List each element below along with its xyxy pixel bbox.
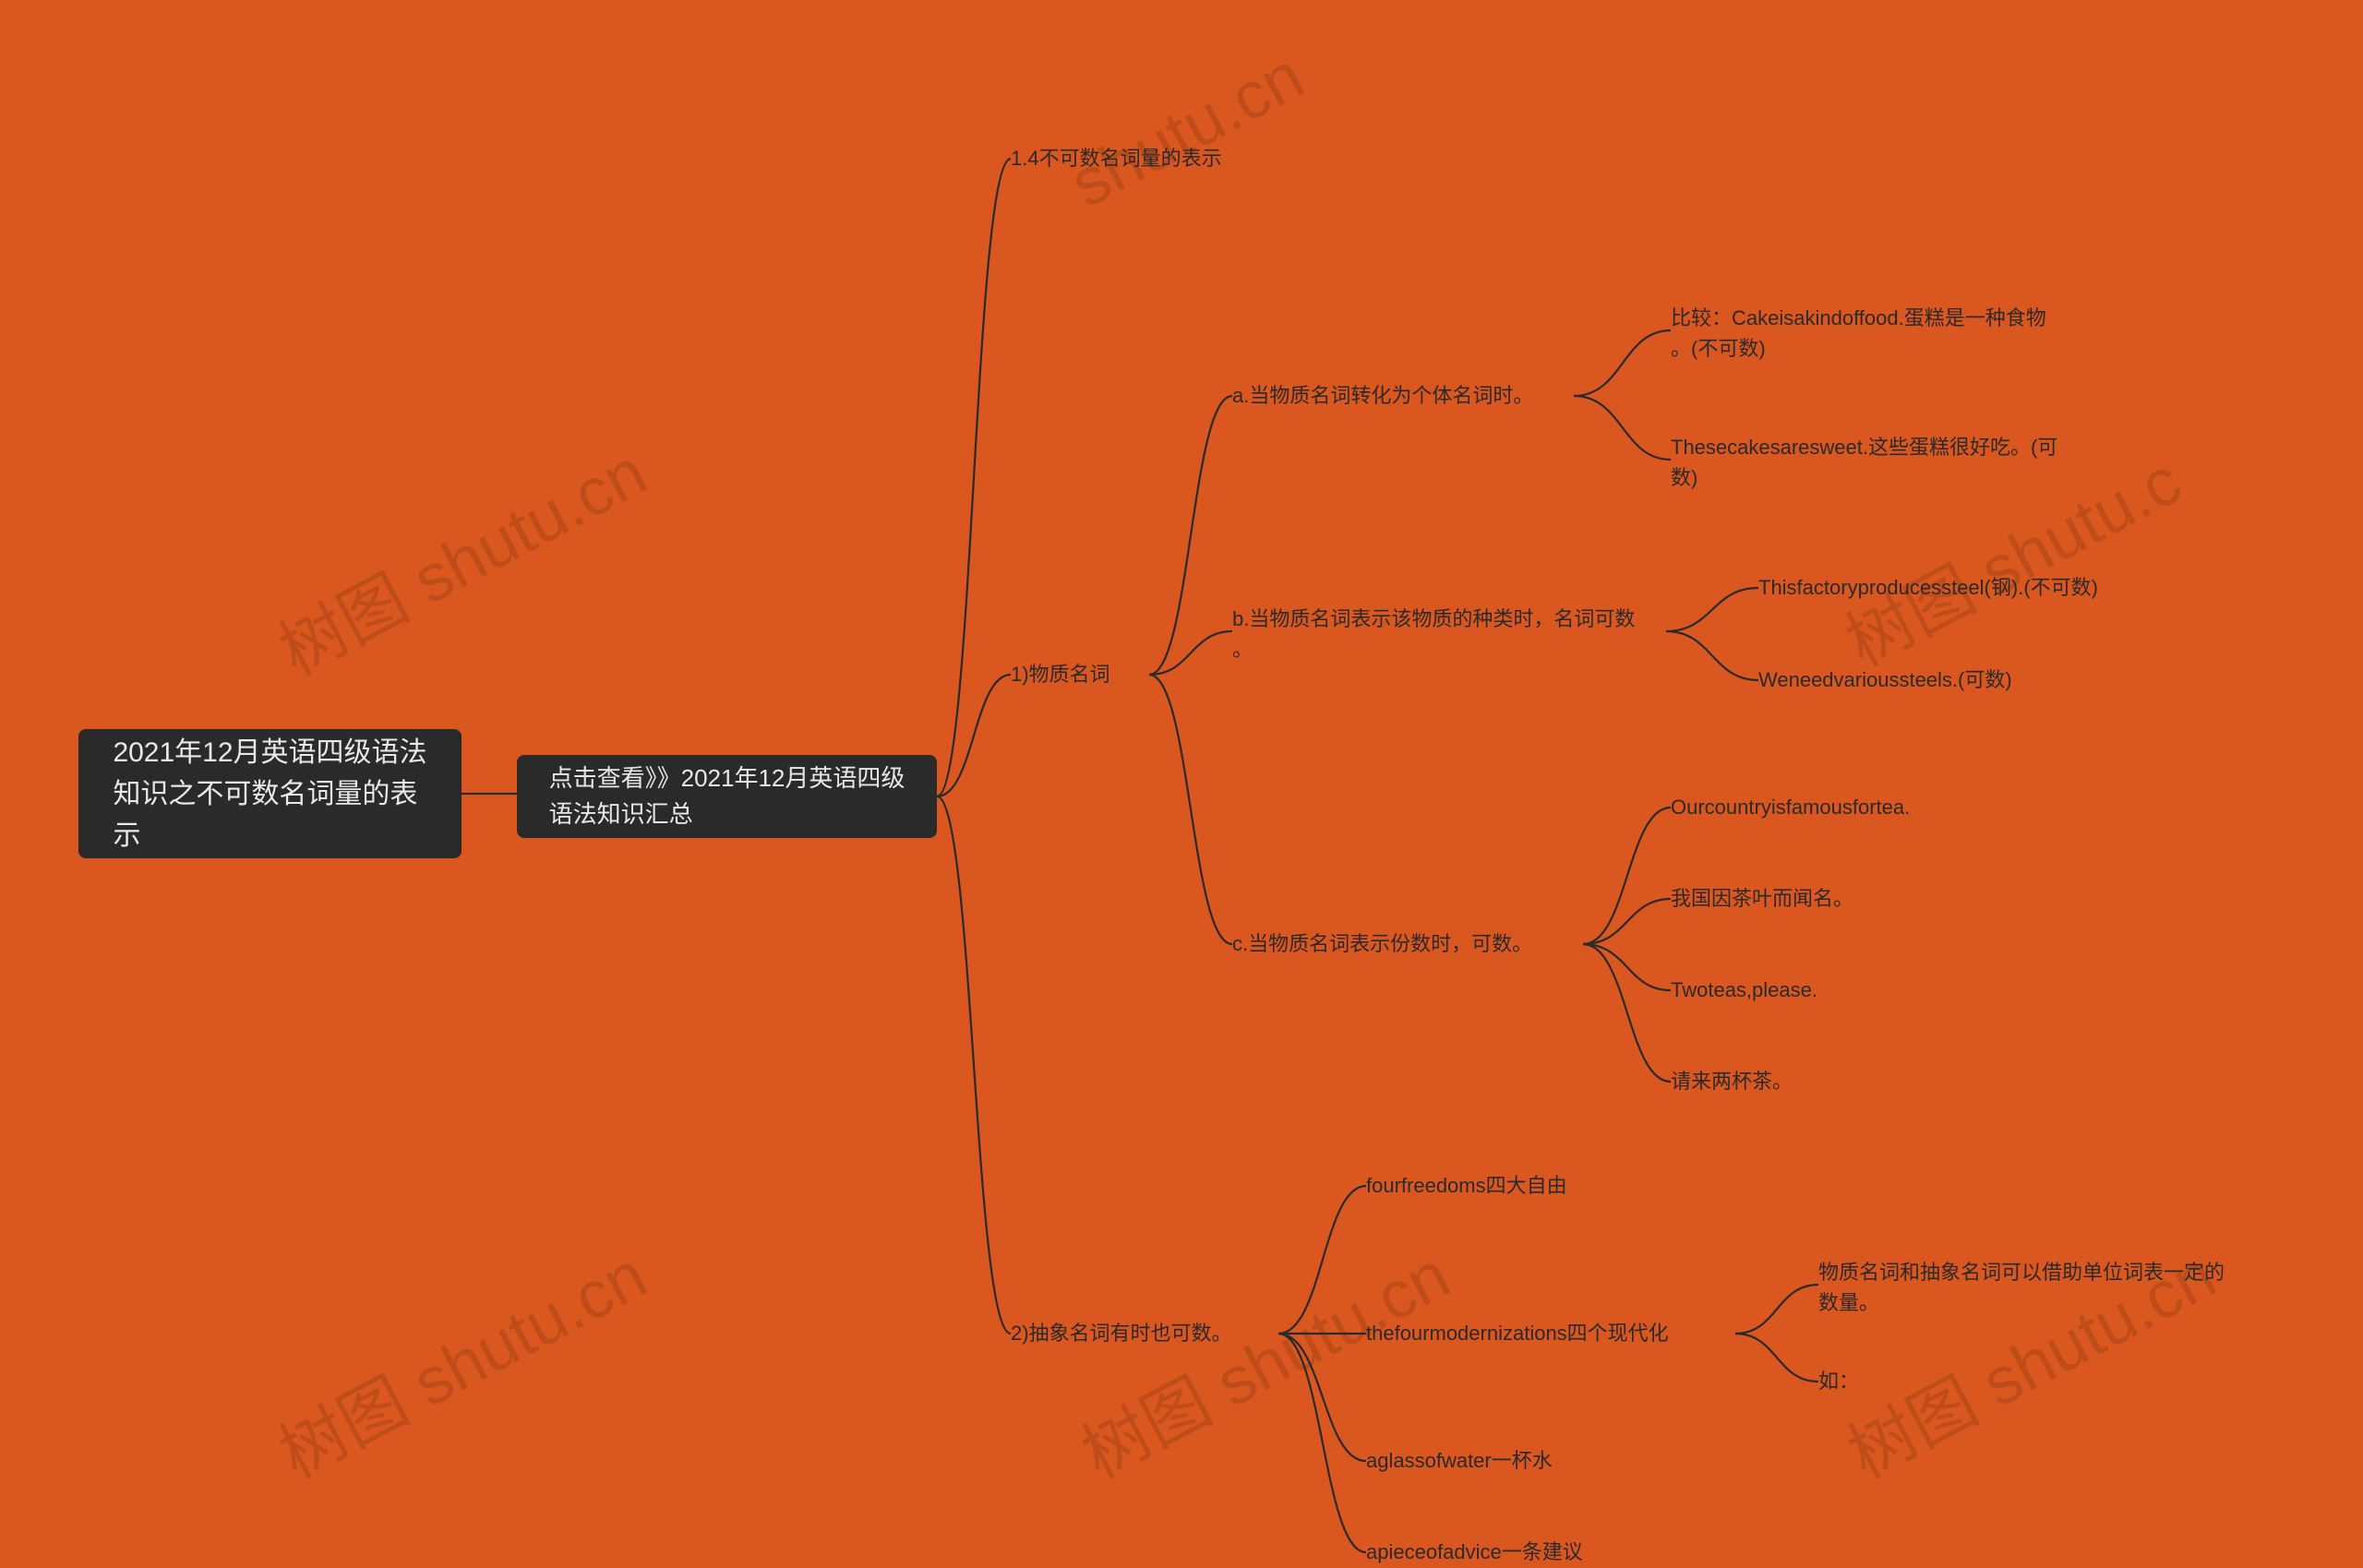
mindmap-root: 2021年12月英语四级语法知识之不可数名词量的表示 [78,729,462,858]
node-label: Thisfactoryproducessteel(钢).(不可数) [1758,572,2098,603]
node-label: thefourmodernizations四个现代化 [1366,1318,1669,1348]
node-label: 我国因茶叶而闻名。 [1671,883,1853,914]
node-label: aglassofwater一杯水 [1366,1445,1553,1476]
mindmap-leaf: Thisfactoryproducessteel(钢).(不可数) [1758,572,2098,603]
mindmap-level1-label: 点击查看》》2021年12月英语四级语法知识汇总 [549,760,906,832]
node-label: 比较：Cakeisakindoffood.蛋糕是一种食物。(不可数) [1671,303,2046,364]
mindmap-node: b.当物质名词表示该物质的种类时，名词可数。 [1232,604,1666,664]
mindmap-leaf: apieceofadvice一条建议 [1366,1537,1583,1567]
node-label: a.当物质名词转化为个体名词时。 [1232,380,1533,411]
mindmap-leaf: Weneedvarioussteels.(可数) [1758,664,2012,695]
mindmap-leaf: aglassofwater一杯水 [1366,1445,1553,1476]
node-label: 1)物质名词 [1011,659,1110,689]
mindmap-leaf: Twoteas,please. [1671,975,1817,1005]
node-label: Thesecakesaresweet.这些蛋糕很好吃。(可数) [1671,432,2057,493]
mindmap-leaf: Ourcountryisfamousfortea. [1671,792,1910,822]
mindmap-node: 2)抽象名词有时也可数。 [1011,1318,1232,1348]
mindmap-leaf: 请来两杯茶。 [1671,1066,1793,1096]
watermark: 树图 shutu.cn [259,419,660,693]
node-label: 请来两杯茶。 [1671,1066,1793,1096]
node-label: fourfreedoms四大自由 [1366,1170,1567,1201]
mindmap-level1: 点击查看》》2021年12月英语四级语法知识汇总 [517,755,937,838]
mindmap-leaf: 物质名词和抽象名词可以借助单位词表一定的数量。 [1818,1257,2261,1318]
mindmap-node: 1)物质名词 [1011,659,1110,689]
watermark: shutu.cn [1059,38,1316,222]
mindmap-node: thefourmodernizations四个现代化 [1366,1318,1669,1348]
mindmap-node: a.当物质名词转化为个体名词时。 [1232,380,1533,411]
mindmap-leaf: fourfreedoms四大自由 [1366,1170,1567,1201]
node-label: Ourcountryisfamousfortea. [1671,792,1910,822]
node-label: 物质名词和抽象名词可以借助单位词表一定的数量。 [1818,1257,2225,1318]
node-label: apieceofadvice一条建议 [1366,1537,1583,1567]
watermark: 树图 shutu.cn [259,1222,660,1496]
node-label: c.当物质名词表示份数时，可数。 [1232,928,1532,959]
mindmap-leaf: 如： [1818,1366,1859,1396]
mindmap-leaf: Thesecakesaresweet.这些蛋糕很好吃。(可数) [1671,432,2114,493]
node-label: 如： [1818,1366,1859,1396]
mindmap-root-label: 2021年12月英语四级语法知识之不可数名词量的表示 [113,732,426,856]
node-label: 2)抽象名词有时也可数。 [1011,1318,1232,1348]
mindmap-node: c.当物质名词表示份数时，可数。 [1232,928,1532,959]
mindmap-leaf: 我国因茶叶而闻名。 [1671,883,1853,914]
mindmap-leaf: 比较：Cakeisakindoffood.蛋糕是一种食物。(不可数) [1671,303,2114,364]
node-label: Twoteas,please. [1671,975,1817,1005]
node-label: b.当物质名词表示该物质的种类时，名词可数。 [1232,604,1635,664]
node-label: 1.4不可数名词量的表示 [1011,143,1222,174]
node-label: Weneedvarioussteels.(可数) [1758,664,2012,695]
mindmap-node: 1.4不可数名词量的表示 [1011,143,1222,174]
